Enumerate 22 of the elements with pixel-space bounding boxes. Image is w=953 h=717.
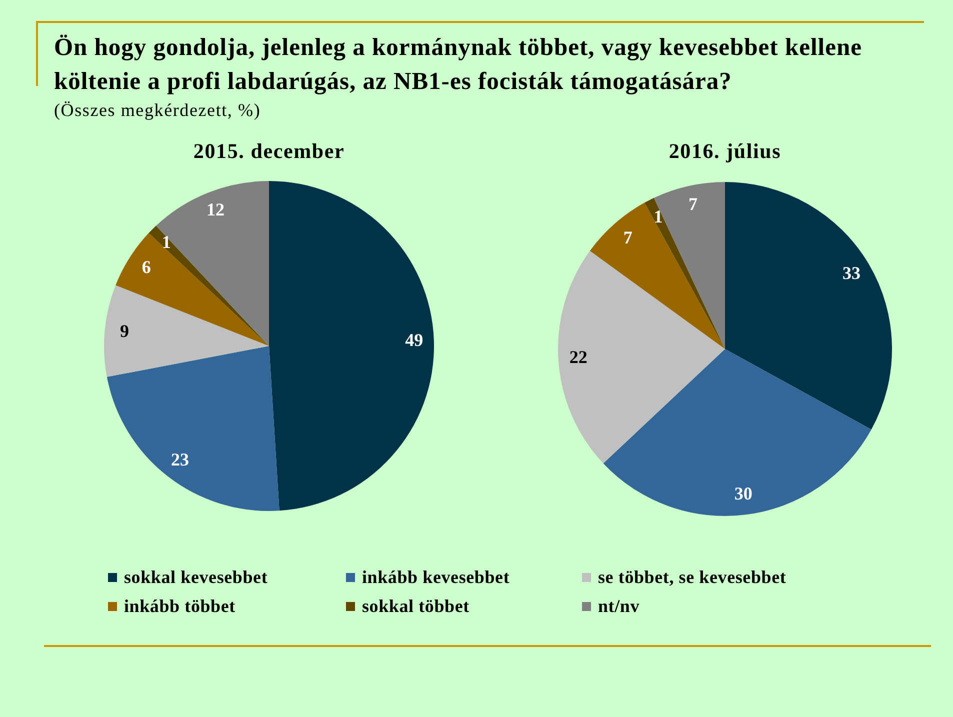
data-label: 22: [569, 346, 588, 367]
slice-label: 2016. július: [668, 138, 782, 164]
data-label: 33: [842, 262, 860, 283]
legend-label: sokkal kevesebbet: [124, 566, 268, 589]
data-label: 6: [142, 256, 151, 277]
data-label: 9: [120, 320, 129, 341]
data-label: 30: [734, 483, 752, 504]
data-label: 12: [206, 200, 225, 220]
chart-title: Ön hogy gondolja, jelenleg a kormánynak többet, vagy kevesebbet kellene költenie a profi labdarúgás, az NB1-es focisták támogatására?: [54, 33, 863, 97]
data-label: 7: [623, 227, 632, 248]
legend-label: se többet, se kevesebbet: [598, 566, 786, 589]
legend-label: sokkal többet: [362, 595, 470, 618]
data-label: 7: [688, 194, 698, 214]
slice-label: 2015. december: [192, 138, 346, 164]
data-label: 1: [162, 232, 171, 252]
data-label: 23: [171, 449, 190, 470]
data-label: 1: [654, 206, 663, 227]
chart-subtitle: (Összes megkérdezett, %): [54, 99, 262, 121]
legend-label: nt/nv: [598, 595, 640, 618]
legend-label: inkább többet: [124, 595, 236, 618]
legend-label: inkább kevesebbet: [362, 566, 510, 589]
data-label: 49: [405, 330, 424, 350]
